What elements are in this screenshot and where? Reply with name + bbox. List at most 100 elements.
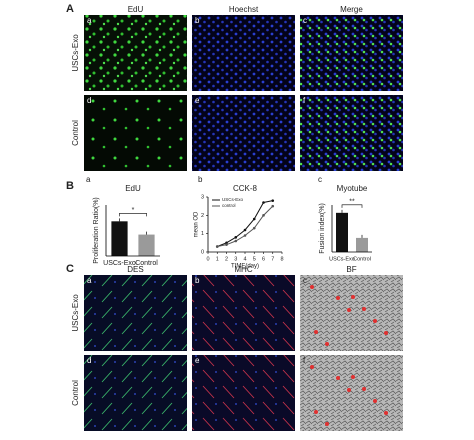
column-header: BF (346, 265, 356, 274)
chart-title: EdU (125, 184, 141, 193)
panel-sublabel: e (195, 356, 200, 365)
point (271, 199, 275, 202)
micrograph (84, 355, 187, 431)
y-axis-label: mean OD (194, 211, 200, 237)
cell-marker (310, 285, 314, 289)
row-label: USCs-Exo (71, 34, 80, 72)
point (262, 214, 265, 217)
panel-sublabel: c (303, 16, 307, 25)
panel-letter: B (66, 180, 74, 192)
bar (356, 237, 368, 252)
micrograph (84, 275, 187, 351)
point (215, 245, 219, 248)
y-axis-label: Proliferation Ratio(%) (93, 197, 100, 264)
cell-marker (325, 342, 329, 346)
annotation: ** (349, 199, 355, 206)
panel-letter: A (66, 3, 74, 15)
cell-marker (362, 387, 366, 391)
x-tick-label: USCs-Exo (329, 256, 355, 262)
x-tick-label: Control (353, 256, 371, 262)
point (225, 241, 228, 245)
bar (138, 234, 155, 256)
x-tick-label: 0 (206, 256, 209, 262)
point (234, 236, 238, 239)
panel-sublabel: f (303, 356, 306, 365)
x-tick-label: 7 (271, 256, 274, 262)
x-tick-label: 5 (253, 256, 256, 262)
panel-sublabel: c (318, 175, 322, 184)
cell-marker (373, 399, 377, 403)
y-tick-label: 2 (201, 213, 204, 219)
point (234, 239, 238, 243)
legend-label: control (222, 203, 236, 208)
point (271, 204, 275, 208)
chart-title: CCK-8 (233, 184, 258, 193)
column-header: EdU (128, 5, 144, 14)
row-label: Control (71, 120, 80, 146)
annotation: * (132, 207, 135, 214)
legend-label: USCs-Exo (222, 197, 244, 202)
micrograph (192, 15, 295, 91)
significance-bracket (119, 213, 147, 217)
chart-title: Myotube (337, 184, 368, 193)
micrograph (300, 95, 403, 171)
column-header: MHC (234, 265, 252, 274)
y-tick-label: 3 (201, 194, 204, 200)
column-header: DES (127, 265, 143, 274)
micrograph (300, 275, 403, 351)
cell-marker (310, 365, 314, 369)
cell-marker (351, 295, 355, 299)
panel-letter: C (66, 263, 74, 275)
x-tick-label: USCs-Exo (103, 260, 136, 267)
x-axis-label: TIME(day) (231, 264, 259, 270)
panel-sublabel: f (303, 96, 306, 105)
cell-marker (325, 422, 329, 426)
point (252, 226, 256, 230)
cell-marker (347, 388, 351, 392)
point (252, 217, 256, 221)
micrograph (192, 95, 295, 171)
cell-marker (314, 330, 318, 334)
row-label: USCs-Exo (71, 294, 80, 332)
cell-marker (336, 376, 340, 380)
column-header: Hoechst (229, 5, 259, 14)
panel-sublabel: d (87, 356, 91, 365)
micrograph (192, 275, 295, 351)
cell-marker (336, 296, 340, 300)
panel-sublabel: a (87, 276, 92, 285)
panel-sublabel: d (87, 96, 91, 105)
line-series (217, 205, 274, 247)
cell-marker (314, 410, 318, 414)
cell-marker (362, 307, 366, 311)
point (225, 243, 228, 246)
row-label: Control (71, 380, 80, 406)
bar (111, 221, 128, 256)
y-axis-label: Fusion index(%) (319, 203, 326, 254)
point (243, 228, 247, 232)
x-tick-label: 4 (243, 256, 246, 262)
point (243, 234, 247, 237)
y-tick-label: 0 (201, 249, 204, 255)
cell-marker (373, 319, 377, 323)
significance-bracket (341, 204, 363, 208)
panel-sublabel: a (86, 175, 91, 184)
x-tick-label: 1 (216, 256, 219, 262)
panel-sublabel: b (195, 16, 200, 25)
panel-sublabel: b (198, 175, 203, 184)
x-tick-label: 2 (225, 256, 228, 262)
y-tick-label: 1 (201, 231, 204, 237)
x-tick-label: 8 (280, 256, 283, 262)
micrograph (300, 355, 403, 431)
panel-sublabel: e (195, 96, 200, 105)
x-tick-label: 3 (234, 256, 237, 262)
cell-marker (384, 331, 388, 335)
micrograph (84, 95, 187, 171)
bar (336, 212, 348, 252)
column-header: Merge (340, 5, 363, 14)
micrograph (300, 15, 403, 91)
micrograph (192, 355, 295, 431)
micrograph (84, 15, 187, 91)
x-tick-label: 6 (262, 256, 265, 262)
cell-marker (384, 411, 388, 415)
